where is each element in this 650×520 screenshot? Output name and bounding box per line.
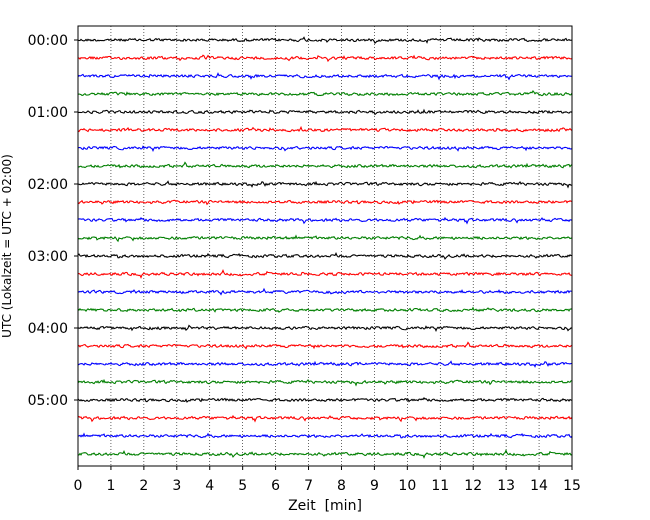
x-tick-label: 13 [497, 478, 515, 494]
x-tick-label: 15 [563, 478, 581, 494]
seismogram-trace [77, 199, 573, 206]
seismogram-trace [77, 72, 573, 81]
x-grid [110, 26, 540, 466]
seismogram-trace [77, 324, 573, 333]
seismogram-trace [77, 397, 573, 403]
x-tick-label: 2 [139, 478, 148, 494]
seismogram-trace [77, 89, 573, 97]
x-tick-label: 0 [74, 478, 83, 494]
x-tick-label: 5 [238, 478, 247, 494]
x-axis-label: Zeit [min] [288, 498, 362, 514]
seismogram-trace [77, 36, 573, 44]
seismogram-trace [77, 414, 573, 423]
x-tick-label: 14 [530, 478, 548, 494]
x-tick-label: 7 [304, 478, 313, 494]
seismogram-trace [77, 448, 573, 459]
seismogram-trace [77, 108, 573, 116]
x-tick-label: 4 [205, 478, 214, 494]
y-tick-label: 03:00 [28, 249, 68, 265]
seismogram-trace [77, 432, 573, 439]
x-tick-label: 12 [464, 478, 482, 494]
seismogram-trace [77, 360, 573, 368]
seismogram-trace [77, 287, 573, 296]
y-tick-label: 05:00 [28, 393, 68, 409]
seismogram-trace [77, 268, 573, 279]
x-tick-label: 1 [106, 478, 115, 494]
y-tick-label: 04:00 [28, 321, 68, 337]
seismogram-trace [77, 251, 573, 260]
seismogram-trace [77, 378, 573, 387]
plot-frame [77, 25, 573, 467]
seismogram-trace [77, 125, 573, 133]
x-axis-ticks: 0 1 2 3 4 5 6 7 8 9 10 11 12 13 14 15 [74, 466, 581, 494]
y-tick-label: 00:00 [28, 33, 68, 49]
seismogram-trace [77, 145, 573, 153]
seismogram-trace [77, 306, 573, 313]
seismogram-traces [77, 36, 573, 459]
x-tick-label: 9 [370, 478, 379, 494]
seismogram-trace [77, 341, 573, 350]
x-tick-label: 8 [337, 478, 346, 494]
y-tick-label: 01:00 [28, 105, 68, 121]
x-tick-label: 10 [398, 478, 416, 494]
x-tick-label: 11 [431, 478, 449, 494]
seismogram-trace [77, 234, 573, 243]
y-axis-label: UTC (Lokalzeit = UTC + 02:00) [0, 154, 14, 338]
x-tick-label: 3 [172, 478, 181, 494]
y-axis-ticks: 00:00 01:00 02:00 03:00 04:00 05:00 [28, 33, 78, 409]
seismogram-trace [77, 161, 573, 169]
seismogram-trace [77, 216, 573, 225]
x-tick-label: 6 [271, 478, 280, 494]
seismogram-trace [77, 54, 573, 63]
y-tick-label: 02:00 [28, 177, 68, 193]
seismogram-trace [77, 180, 573, 189]
